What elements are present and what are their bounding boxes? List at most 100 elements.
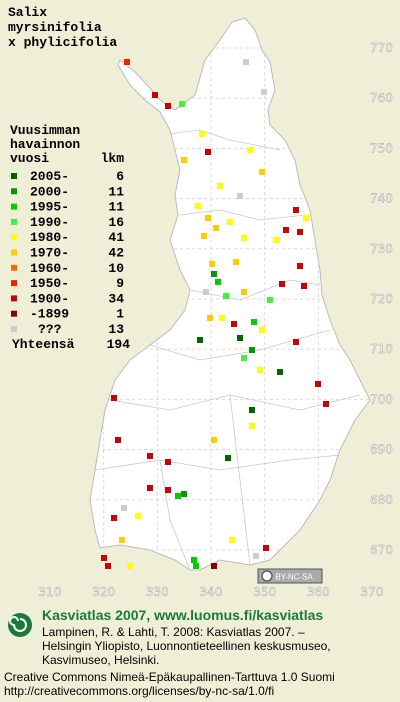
observation-square [165,487,171,493]
observation-square [223,293,229,299]
observation-square [225,455,231,461]
observations [101,59,329,569]
citation-line: Lampinen, R. & Lahti, T. 2008: Kasviatla… [42,625,305,639]
observation-square [215,279,221,285]
x-grid-label: 330 [146,585,169,599]
title-line: Salix [8,5,47,20]
observation-square [105,563,111,569]
citation-line: Helsingin Yliopisto, Luonnontieteellinen… [42,639,331,653]
title-line: x phylicifolia [8,35,117,50]
observation-square [124,59,130,65]
y-grid-label: 690 [370,443,393,457]
legend-swatch [11,295,17,302]
observation-square [231,321,237,327]
legend-count: 16 [108,215,124,230]
footer: Lampinen, R. & Lahti, T. 2008: Kasviatla… [4,625,335,698]
observation-square [119,537,125,543]
observation-square [303,215,309,221]
y-grid-label: 760 [370,91,393,105]
y-grid-label: 670 [370,543,393,557]
grid-labels: 770 760 750 740 730 720 710 700 690 680 670 310 320 3… [38,41,393,599]
legend-count: 9 [116,276,124,291]
country-outline [89,17,371,571]
observation-square [249,423,255,429]
legend-label: 1995- [30,200,69,215]
observation-square [197,337,203,343]
legend-swatch [11,234,17,241]
legend-label: ??? [38,322,62,337]
legend-label: -1899 [30,307,69,322]
x-grid-label: 350 [253,585,276,599]
observation-square [121,505,127,511]
observation-square [263,545,269,551]
legend-label: 1990- [30,215,69,230]
observation-square [273,237,279,243]
observation-square [241,289,247,295]
license-line: http://creativecommons.org/licenses/by-n… [4,684,274,698]
legend-count: 13 [108,322,124,337]
legend-label: 1960- [30,261,69,276]
observation-square [195,203,201,209]
observation-square [165,103,171,109]
legend-label: 2000- [30,184,69,199]
y-grid-label: 770 [370,41,393,55]
observation-square [111,515,117,521]
x-grid-label: 310 [39,585,62,599]
observation-square [213,225,219,231]
observation-square [219,315,225,321]
observation-square [165,459,171,465]
observation-square [211,437,217,443]
x-grid-label: 370 [361,585,384,599]
badge-text: BY-NC-SA [275,573,313,582]
legend-swatch [11,173,17,179]
legend-swatch [11,249,17,256]
legend-count: 11 [108,184,124,199]
cc-badge: BY-NC-SA [257,568,323,584]
observation-square [237,335,243,341]
observation-square [323,401,329,407]
observation-square [147,485,153,491]
observation-square [241,235,247,241]
legend-total: 194 [107,337,131,352]
footer-heading: Kasviatlas 2007, www.luomus.fi/kasviatla… [42,607,323,623]
y-grid-label: 680 [370,493,393,507]
legend-swatch [11,188,17,195]
observation-square [217,183,223,189]
citation-line: Kasvimuseo, Helsinki. [42,653,159,667]
legend-swatch [11,218,17,225]
x-grid-label: 320 [92,585,115,599]
legend-label: 1970- [30,246,69,261]
observation-square [259,169,265,175]
observation-square [211,271,217,277]
observation-square [241,355,247,361]
legend-swatch [11,203,17,210]
observation-square [251,319,257,325]
observation-square [115,437,121,443]
observation-square [127,563,133,569]
observation-square [259,327,265,333]
legend-swatch [11,326,17,332]
license-line: Creative Commons Nimeä-Epäkaupallinen-Ta… [4,670,335,684]
legend-swatch [11,310,17,317]
region-borders [94,129,361,570]
legend-heading: havainnon [10,137,80,152]
observation-square [205,215,211,221]
observation-square [211,563,217,569]
title-line: myrsinifolia [8,20,102,35]
observation-square [207,315,213,321]
logo [8,613,32,637]
observation-square [283,227,289,233]
observation-square [249,407,255,413]
legend-heading: vuosi [10,151,49,166]
observation-square [147,453,153,459]
observation-square [101,555,107,561]
y-grid-label: 740 [370,192,393,206]
observation-square [201,233,207,239]
y-grid-label: 700 [370,392,393,406]
observation-square [249,347,255,353]
legend-swatch [11,264,17,271]
legend-count: 11 [108,200,124,215]
legend-count: 34 [108,291,124,306]
observation-square [152,92,158,98]
observation-square [257,367,263,373]
